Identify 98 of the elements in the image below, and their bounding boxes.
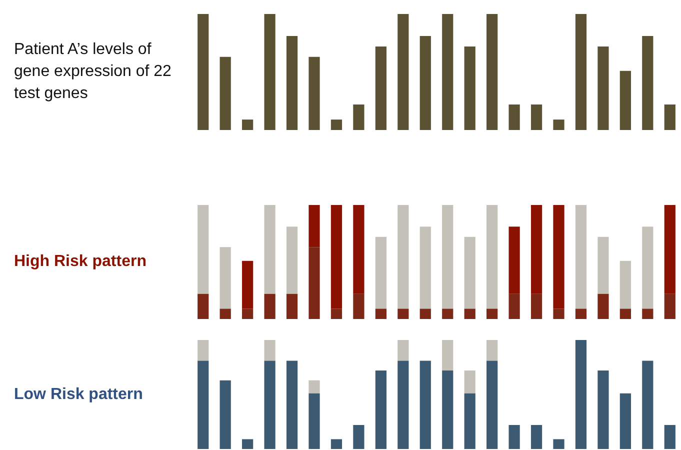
bar <box>598 370 609 449</box>
bar <box>420 226 431 309</box>
bar <box>486 360 498 449</box>
bar <box>553 439 564 449</box>
bar <box>198 14 209 130</box>
bar <box>464 308 476 319</box>
bar <box>353 104 364 130</box>
bar <box>486 14 498 130</box>
bar <box>664 205 676 294</box>
bar <box>464 236 476 309</box>
bar <box>398 340 409 361</box>
bar <box>620 308 631 319</box>
bar <box>508 104 520 130</box>
bar <box>442 14 454 130</box>
bar <box>420 308 431 319</box>
bar <box>330 205 342 309</box>
bar <box>598 236 609 294</box>
bar <box>330 308 342 319</box>
bar <box>642 36 654 130</box>
bar <box>286 360 298 449</box>
bar <box>530 104 542 130</box>
bar <box>264 14 276 130</box>
bar <box>242 120 254 130</box>
bar <box>464 393 476 449</box>
bar <box>464 370 476 394</box>
bar <box>620 393 631 449</box>
bar <box>530 425 542 449</box>
bar <box>198 294 209 319</box>
bar <box>220 308 231 319</box>
bar <box>486 205 498 309</box>
bar <box>220 247 231 309</box>
bar <box>598 294 609 319</box>
bar <box>464 46 476 130</box>
bar <box>286 294 298 319</box>
text: Patient A’s levels of gene expression of 22 test genes <box>14 40 172 104</box>
bar <box>242 308 254 319</box>
bar <box>242 260 254 309</box>
bar <box>642 308 654 319</box>
bar <box>220 380 231 449</box>
bar <box>575 14 587 130</box>
bar <box>375 236 386 309</box>
bar <box>220 56 231 130</box>
bar <box>353 425 364 449</box>
bar <box>353 205 364 294</box>
bar <box>598 46 609 130</box>
bar <box>308 247 320 319</box>
bar <box>264 294 276 319</box>
text: High Risk pattern <box>14 252 146 272</box>
bar <box>553 205 564 309</box>
bar <box>620 70 631 130</box>
bar <box>486 308 498 319</box>
bar <box>664 104 676 130</box>
bar <box>398 14 409 130</box>
bar <box>530 205 542 294</box>
bar <box>353 294 364 319</box>
bar <box>375 46 386 130</box>
bar <box>398 308 409 319</box>
bar <box>308 393 320 449</box>
bar <box>442 308 454 319</box>
bar <box>575 340 587 449</box>
bar <box>664 294 676 319</box>
bar <box>264 205 276 294</box>
bar <box>486 340 498 361</box>
bar <box>330 439 342 449</box>
bar <box>664 425 676 449</box>
bar <box>398 360 409 449</box>
bar <box>575 308 587 319</box>
bar <box>442 340 454 371</box>
bar <box>508 226 520 294</box>
bar <box>198 340 209 361</box>
bar <box>286 226 298 294</box>
bar <box>264 360 276 449</box>
bar <box>308 56 320 130</box>
bar <box>264 340 276 361</box>
bar <box>553 308 564 319</box>
text: Low Risk pattern <box>14 384 143 404</box>
bar <box>198 205 209 294</box>
bar <box>242 439 254 449</box>
bar <box>553 120 564 130</box>
bar <box>375 308 386 319</box>
bar <box>508 425 520 449</box>
bar <box>442 205 454 309</box>
bar <box>375 370 386 449</box>
bar <box>420 360 431 449</box>
bar <box>508 294 520 319</box>
bar <box>530 294 542 319</box>
bar <box>620 260 631 309</box>
bar <box>642 226 654 309</box>
bar <box>442 370 454 449</box>
bar <box>308 205 320 248</box>
bar <box>198 360 209 449</box>
bar <box>642 360 654 449</box>
bar <box>308 380 320 394</box>
bar <box>330 120 342 130</box>
bar <box>286 36 298 130</box>
bar <box>420 36 431 130</box>
bar <box>398 205 409 309</box>
bar <box>575 205 587 309</box>
